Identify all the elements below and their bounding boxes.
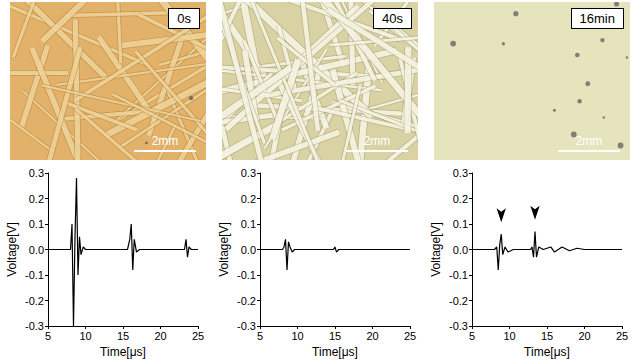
html-text:40s: 40s <box>382 11 403 26</box>
svg-text:-0.1: -0.1 <box>25 269 44 281</box>
svg-text:20: 20 <box>578 330 590 342</box>
html-text:2mm: 2mm <box>575 134 603 148</box>
svg-text:5: 5 <box>257 330 263 342</box>
svg-text:5: 5 <box>469 330 475 342</box>
svg-text:Voltage[V]: Voltage[V] <box>429 222 443 277</box>
svg-text:0.2: 0.2 <box>29 193 44 205</box>
svg-text:-0.2: -0.2 <box>449 295 468 307</box>
svg-text:-0.3: -0.3 <box>449 320 468 332</box>
html-text:0s: 0s <box>177 11 191 26</box>
svg-text:20: 20 <box>366 330 378 342</box>
svg-text:0.3: 0.3 <box>241 167 256 179</box>
svg-text:15: 15 <box>329 330 341 342</box>
svg-text:0.0: 0.0 <box>29 244 44 256</box>
svg-text:-0.3: -0.3 <box>25 320 44 332</box>
svg-text:15: 15 <box>541 330 553 342</box>
html-text:2mm: 2mm <box>151 134 179 148</box>
svg-text:0.1: 0.1 <box>241 218 256 230</box>
svg-text:5: 5 <box>45 330 51 342</box>
svg-text:Voltage[V]: Voltage[V] <box>5 222 19 277</box>
svg-text:25: 25 <box>616 330 628 342</box>
svg-text:25: 25 <box>192 330 204 342</box>
svg-text:-0.1: -0.1 <box>449 269 468 281</box>
svg-text:25: 25 <box>404 330 416 342</box>
svg-text:10: 10 <box>503 330 515 342</box>
svg-text:-0.1: -0.1 <box>237 269 256 281</box>
svg-text:20: 20 <box>154 330 166 342</box>
svg-text:Voltage[V]: Voltage[V] <box>217 222 231 277</box>
svg-text:0.0: 0.0 <box>453 244 468 256</box>
svg-text:10: 10 <box>291 330 303 342</box>
svg-text:0.3: 0.3 <box>29 167 44 179</box>
svg-text:-0.2: -0.2 <box>25 295 44 307</box>
svg-text:0.1: 0.1 <box>29 218 44 230</box>
svg-text:Time[μs]: Time[μs] <box>524 345 570 359</box>
svg-text:0.2: 0.2 <box>453 193 468 205</box>
svg-text:Time[μs]: Time[μs] <box>312 345 358 359</box>
svg-text:-0.3: -0.3 <box>237 320 256 332</box>
html-text:2mm: 2mm <box>363 134 391 148</box>
svg-text:0.2: 0.2 <box>241 193 256 205</box>
svg-text:Time[μs]: Time[μs] <box>100 345 146 359</box>
svg-text:0.3: 0.3 <box>453 167 468 179</box>
svg-text:10: 10 <box>79 330 91 342</box>
svg-text:-0.2: -0.2 <box>237 295 256 307</box>
svg-text:0.1: 0.1 <box>453 218 468 230</box>
html-text:16min: 16min <box>579 11 615 26</box>
svg-text:15: 15 <box>117 330 129 342</box>
svg-text:0.0: 0.0 <box>241 244 256 256</box>
